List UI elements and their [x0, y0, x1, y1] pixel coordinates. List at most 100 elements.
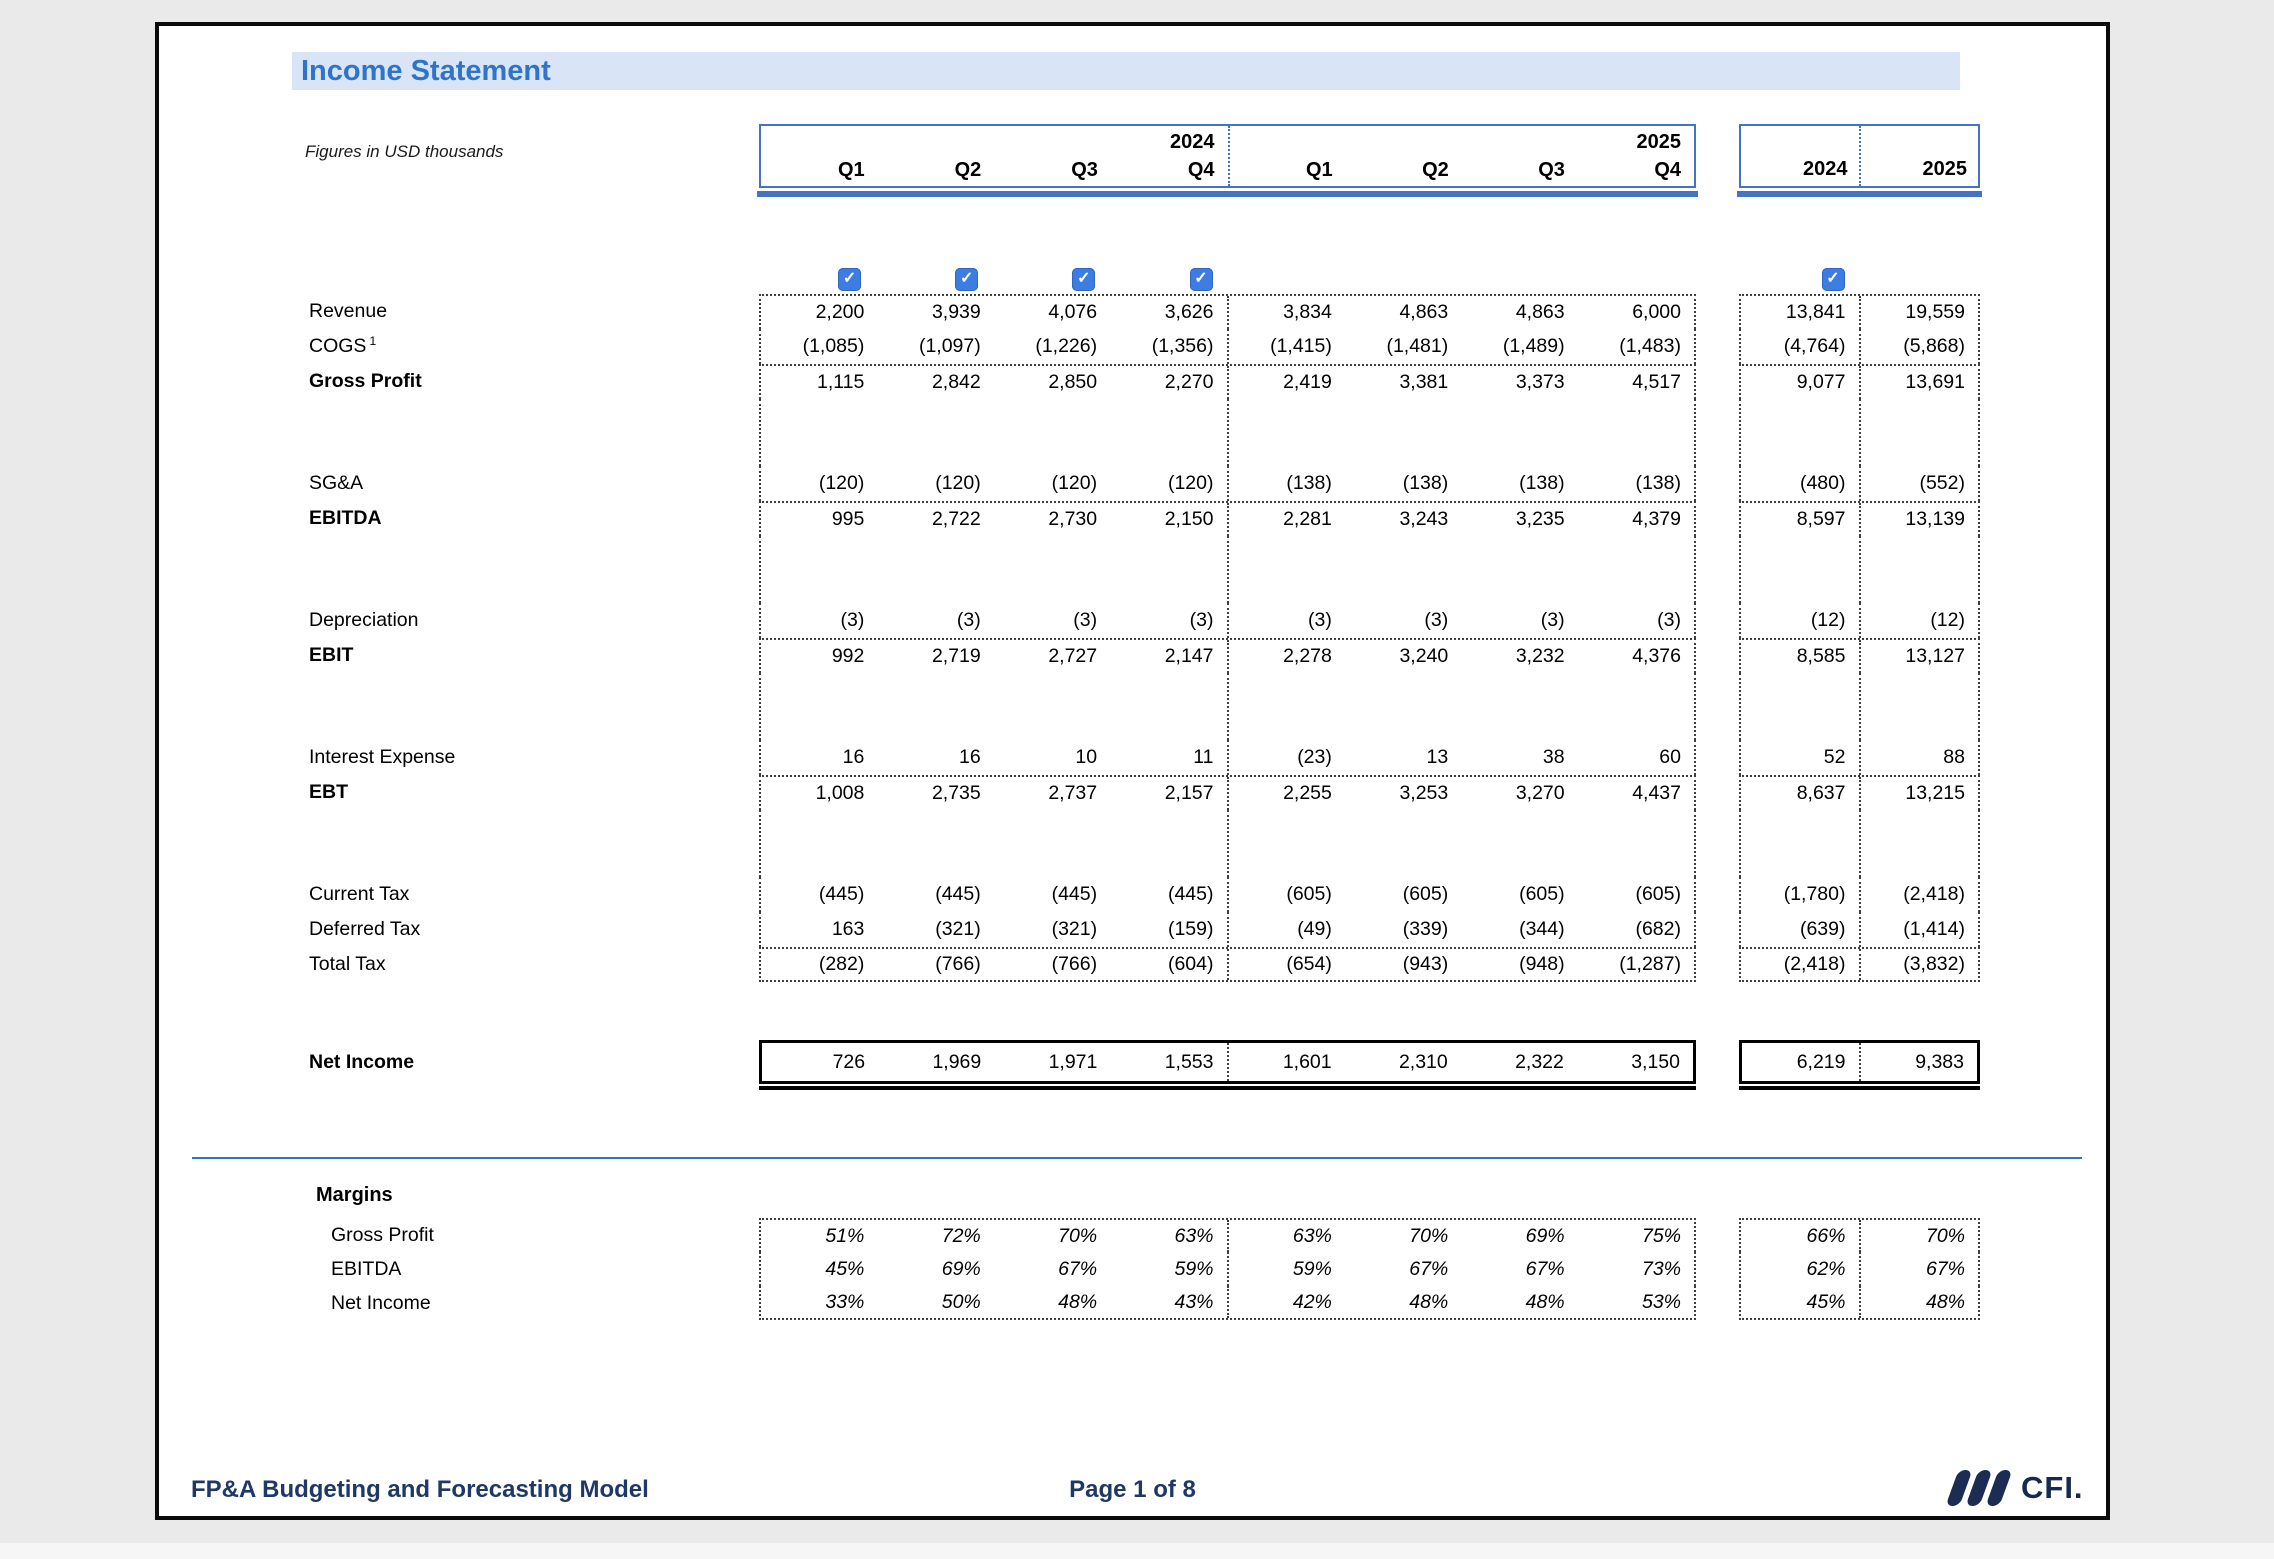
value-cell: [994, 399, 1110, 466]
value-cell: 2,310: [1398, 1050, 1448, 1073]
value-cell: (1,097): [918, 335, 981, 357]
annual-cells: 8,597 13,139: [1739, 501, 1980, 536]
value-cell: [1226, 810, 1345, 877]
row-label: EBITDA: [309, 507, 382, 529]
value-cell: (445): [1167, 883, 1214, 905]
value-cell: 62%: [1806, 1257, 1846, 1280]
value-cell: 13,841: [1785, 301, 1846, 323]
spacer: [1696, 810, 1739, 877]
quarter-label: Q2: [954, 158, 982, 181]
annual-cells: (639) (1,414): [1739, 912, 1980, 947]
value-cell: 2,722: [931, 508, 981, 530]
value-cell: 726: [832, 1050, 866, 1073]
value-cell: (321): [1051, 918, 1098, 940]
value-cell: (282): [818, 953, 865, 975]
value-cell: [1578, 536, 1694, 603]
value-cell: (766): [935, 953, 981, 975]
spacer: [1696, 947, 1739, 982]
annual-checkbox-cells: ✓: [1739, 266, 1980, 292]
quarter-checkbox[interactable]: ✓: [838, 267, 862, 291]
table-row: EBIT 992 2,719 2,727 2,147 2,278 3,240 3,232 4,3…: [159, 638, 2106, 673]
value-cell: (3): [840, 609, 865, 631]
checkbox-cell: [1345, 266, 1462, 292]
value-cell: [1461, 536, 1577, 603]
check-icon: ✓: [842, 270, 857, 287]
quarter-checkbox[interactable]: ✓: [1072, 267, 1096, 291]
year-label: 2024: [1170, 131, 1215, 153]
value-cell: [1461, 399, 1577, 466]
table-row: Gross Profit 1,115 2,842 2,850 2,270 2,419 3,3…: [159, 364, 2106, 399]
table-row: COGS 1 (1,085) (1,097) (1,226) (1,356) (1,415)…: [159, 329, 2106, 364]
value-cell: [1578, 673, 1694, 740]
footer-model-name: FP&A Budgeting and Forecasting Model: [191, 1476, 649, 1503]
annual-cells: (480) (552): [1739, 466, 1980, 501]
value-cell: 3,232: [1515, 645, 1565, 667]
value-cell: 67%: [1409, 1257, 1449, 1280]
value-cell: 6,219: [1796, 1050, 1846, 1073]
value-cell: 63%: [1226, 1220, 1345, 1252]
margins-title: Margins: [316, 1184, 393, 1206]
quarter-labels: Q1 Q2 Q3 Q4: [761, 154, 1228, 186]
value-cell: (605): [1226, 877, 1345, 912]
value-cell: (1,481): [1386, 335, 1449, 357]
value-cell: (120): [818, 472, 865, 494]
value-cell: 69%: [1525, 1224, 1565, 1247]
value-cell: [994, 673, 1110, 740]
table-row: Interest Expense 16 16 10 11 (23) 13 38 60 52 88: [159, 740, 2106, 775]
value-cell: 67%: [1858, 1252, 1979, 1286]
quarter-checkbox[interactable]: ✓: [1189, 267, 1213, 291]
row-label: Deferred Tax: [309, 918, 421, 940]
quarter-label: Q3: [1538, 158, 1565, 181]
value-cell: 4,517: [1632, 371, 1681, 393]
checkbox-cell: ✓: [876, 266, 993, 292]
spacer: [1696, 740, 1739, 775]
annual-cells: 62% 67%: [1739, 1252, 1980, 1286]
value-cell: (339): [1402, 918, 1449, 940]
annual-cells: 6,219 9,383: [1739, 1040, 1980, 1090]
value-cell: [1741, 673, 1859, 740]
spacer: [1696, 1218, 1739, 1252]
value-cell: [1858, 536, 1979, 603]
annual-cells: 45% 48%: [1739, 1286, 1980, 1320]
value-cell: (552): [1858, 466, 1979, 501]
value-cell: [1226, 399, 1345, 466]
annual-cells: (1,780) (2,418): [1739, 877, 1980, 912]
value-cell: (159): [1167, 918, 1214, 940]
value-cell: (49): [1226, 912, 1345, 947]
value-cell: (2,418): [1783, 953, 1846, 975]
value-cell: 1,969: [932, 1050, 982, 1073]
quarter-label: Q1: [837, 158, 865, 181]
value-cell: 33%: [825, 1290, 865, 1313]
value-cell: 3,381: [1399, 371, 1449, 393]
value-cell: 66%: [1806, 1224, 1846, 1247]
value-cell: [1461, 673, 1577, 740]
spacer: [1696, 1040, 1739, 1084]
value-cell: 2,281: [1226, 503, 1345, 536]
value-cell: [1226, 673, 1345, 740]
checkbox-cell: ✓: [1110, 266, 1227, 292]
value-cell: 48%: [1858, 1286, 1979, 1318]
annual-cells: 8,585 13,127: [1739, 638, 1980, 673]
value-cell: 45%: [825, 1257, 865, 1280]
spacer: [1696, 466, 1739, 501]
row-label: Revenue: [309, 300, 388, 322]
value-cell: (766): [1051, 953, 1098, 975]
value-cell: 70%: [1058, 1224, 1098, 1247]
value-cell: (654): [1226, 949, 1345, 980]
report-page: Income Statement Figures in USD thousand…: [155, 22, 2110, 1520]
value-cell: 16: [959, 746, 981, 768]
annual-checkbox[interactable]: ✓: [1821, 267, 1845, 291]
quarter-cells: 2,200 3,939 4,076 3,626 3,834 4,863 4,863 6,000: [759, 294, 1696, 329]
value-cell: [1345, 536, 1461, 603]
value-cell: 992: [831, 645, 865, 667]
value-cell: [1578, 399, 1694, 466]
quarter-label: Q3: [1071, 158, 1098, 181]
value-cell: (480): [1799, 472, 1846, 494]
spacer: [1696, 364, 1739, 399]
quarter-checkbox[interactable]: ✓: [955, 267, 979, 291]
value-cell: 88: [1858, 740, 1979, 775]
value-cell: 43%: [1174, 1290, 1214, 1313]
value-cell: 4,379: [1632, 508, 1681, 530]
table-row: Deferred Tax 163 (321) (321) (159) (49) (339) (…: [159, 912, 2106, 947]
checkbox-row: ✓ ✓ ✓ ✓ ✓: [159, 266, 2106, 292]
